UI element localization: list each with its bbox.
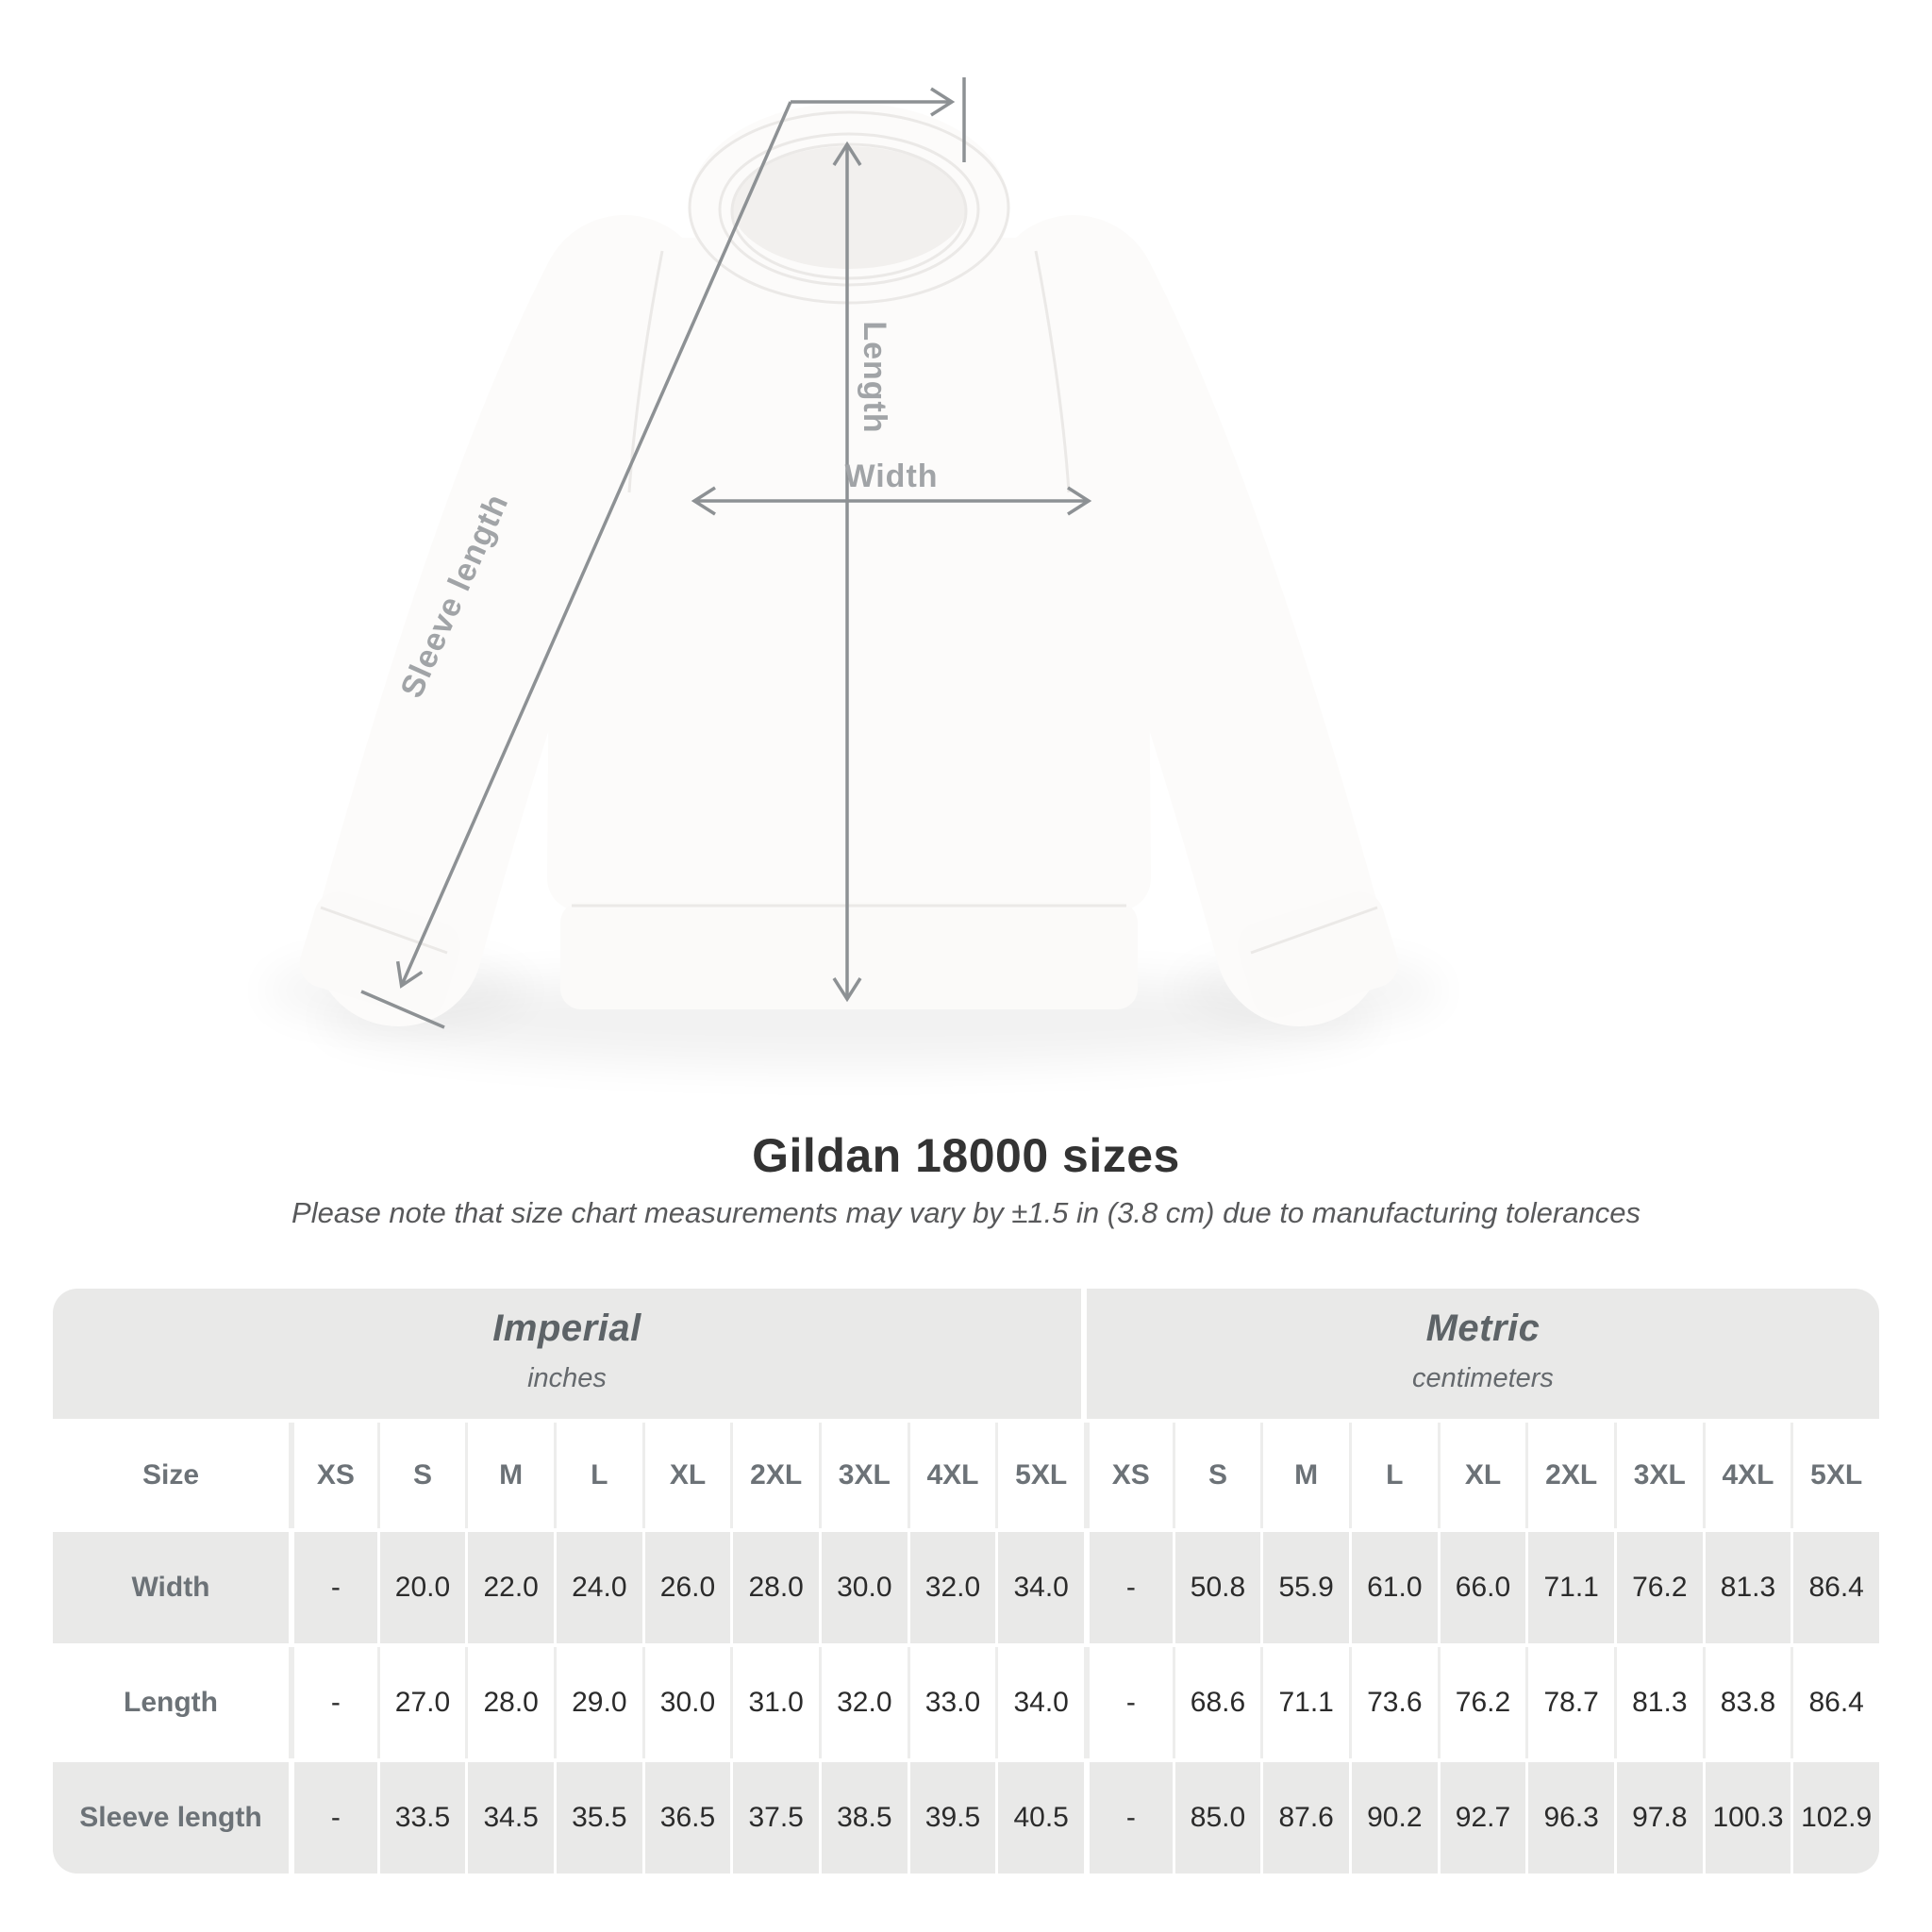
value-cell-imperial: 35.5: [553, 1762, 642, 1874]
metric-group-unit: centimeters: [1412, 1363, 1554, 1393]
value-cell-imperial: 24.0: [553, 1532, 642, 1643]
size-header-imperial-m: M: [465, 1423, 554, 1528]
value-cell-imperial: 33.0: [907, 1647, 996, 1758]
value-cell-metric: 78.7: [1525, 1647, 1614, 1758]
value-cell-metric: 50.8: [1172, 1532, 1261, 1643]
value-cell-imperial: 29.0: [553, 1647, 642, 1758]
size-header-metric-s: S: [1172, 1423, 1261, 1528]
size-header-metric-5xl: 5XL: [1790, 1423, 1879, 1528]
page-title: Gildan 18000 sizes: [752, 1129, 1180, 1182]
row-label: Width: [53, 1532, 289, 1643]
value-cell-metric: -: [1083, 1762, 1173, 1874]
measurement-lines: [360, 77, 1092, 1029]
value-cell-imperial: 30.0: [818, 1532, 908, 1643]
value-cell-metric: 71.1: [1525, 1532, 1614, 1643]
value-cell-imperial: 32.0: [907, 1532, 996, 1643]
length-measure-label: Length: [857, 321, 892, 433]
size-header-metric-l: L: [1348, 1423, 1438, 1528]
value-cell-imperial: 40.5: [995, 1762, 1084, 1874]
value-cell-imperial: 32.0: [818, 1647, 908, 1758]
value-cell-metric: 92.7: [1437, 1762, 1526, 1874]
value-cell-metric: 76.2: [1437, 1647, 1526, 1758]
value-cell-metric: 97.8: [1613, 1762, 1703, 1874]
width-measure-label: Width: [844, 458, 938, 494]
value-cell-metric: 81.3: [1613, 1647, 1703, 1758]
sleeve-length-line: [395, 101, 792, 989]
value-cell-metric: 68.6: [1172, 1647, 1261, 1758]
value-cell-imperial: -: [289, 1762, 377, 1874]
value-cell-imperial: 22.0: [465, 1532, 554, 1643]
value-cell-imperial: 27.0: [376, 1647, 466, 1758]
value-cell-imperial: 34.0: [995, 1532, 1084, 1643]
value-cell-imperial: 26.0: [641, 1532, 731, 1643]
value-cell-imperial: -: [289, 1532, 377, 1643]
value-cell-imperial: 30.0: [641, 1647, 731, 1758]
sleeve-end-tick: [360, 990, 445, 1029]
value-cell-imperial: 37.5: [730, 1762, 819, 1874]
size-header-metric-2xl: 2XL: [1525, 1423, 1614, 1528]
size-header-metric-3xl: 3XL: [1613, 1423, 1703, 1528]
row-label: Length: [53, 1647, 289, 1758]
value-cell-metric: 96.3: [1525, 1762, 1614, 1874]
imperial-group-unit: inches: [527, 1363, 607, 1393]
value-cell-imperial: 39.5: [907, 1762, 996, 1874]
value-cell-metric: 87.6: [1260, 1762, 1349, 1874]
value-cell-imperial: 36.5: [641, 1762, 731, 1874]
value-cell-imperial: 20.0: [376, 1532, 466, 1643]
value-cell-metric: 83.8: [1702, 1647, 1791, 1758]
sweatshirt-diagram: Width Length Sleeve length: [264, 77, 1443, 1066]
size-header-metric-4xl: 4XL: [1702, 1423, 1791, 1528]
value-cell-imperial: 34.0: [995, 1647, 1084, 1758]
value-cell-metric: -: [1083, 1532, 1173, 1643]
size-header-imperial-3xl: 3XL: [818, 1423, 908, 1528]
size-header-metric-xs: XS: [1083, 1423, 1173, 1528]
value-cell-metric: 71.1: [1260, 1647, 1349, 1758]
value-cell-metric: 55.9: [1260, 1532, 1349, 1643]
value-cell-imperial: 34.5: [465, 1762, 554, 1874]
size-header-metric-m: M: [1260, 1423, 1349, 1528]
value-cell-metric: 66.0: [1437, 1532, 1526, 1643]
value-cell-imperial: 31.0: [730, 1647, 819, 1758]
size-header-imperial-s: S: [376, 1423, 466, 1528]
metric-group-label: Metric: [1425, 1307, 1541, 1349]
value-cell-imperial: -: [289, 1647, 377, 1758]
value-cell-imperial: 28.0: [730, 1532, 819, 1643]
tolerance-note: Please note that size chart measurements…: [291, 1196, 1641, 1229]
size-header-imperial-4xl: 4XL: [907, 1423, 996, 1528]
value-cell-imperial: 33.5: [376, 1762, 466, 1874]
metric-group-header: Metric centimeters: [1086, 1289, 1879, 1419]
value-cell-metric: 86.4: [1790, 1647, 1879, 1758]
size-header-imperial-2xl: 2XL: [730, 1423, 819, 1528]
row-label: Sleeve length: [53, 1762, 289, 1874]
size-header-imperial-5xl: 5XL: [995, 1423, 1084, 1528]
value-cell-metric: 85.0: [1172, 1762, 1261, 1874]
size-table: Imperial inches Metric centimeters Size X…: [53, 1289, 1879, 1874]
value-cell-metric: 76.2: [1613, 1532, 1703, 1643]
size-column-header: Size: [53, 1423, 289, 1528]
imperial-group-label: Imperial: [492, 1307, 641, 1349]
value-cell-metric: 73.6: [1348, 1647, 1438, 1758]
imperial-group-header: Imperial inches: [53, 1289, 1081, 1419]
size-header-imperial-xs: XS: [289, 1423, 377, 1528]
value-cell-metric: 100.3: [1702, 1762, 1791, 1874]
value-cell-imperial: 28.0: [465, 1647, 554, 1758]
size-header-metric-xl: XL: [1437, 1423, 1526, 1528]
value-cell-metric: 81.3: [1702, 1532, 1791, 1643]
size-header-imperial-l: L: [553, 1423, 642, 1528]
value-cell-metric: 61.0: [1348, 1532, 1438, 1643]
value-cell-metric: 90.2: [1348, 1762, 1438, 1874]
value-cell-metric: 102.9: [1790, 1762, 1879, 1874]
value-cell-metric: 86.4: [1790, 1532, 1879, 1643]
value-cell-imperial: 38.5: [818, 1762, 908, 1874]
value-cell-metric: -: [1083, 1647, 1173, 1758]
size-header-imperial-xl: XL: [641, 1423, 731, 1528]
